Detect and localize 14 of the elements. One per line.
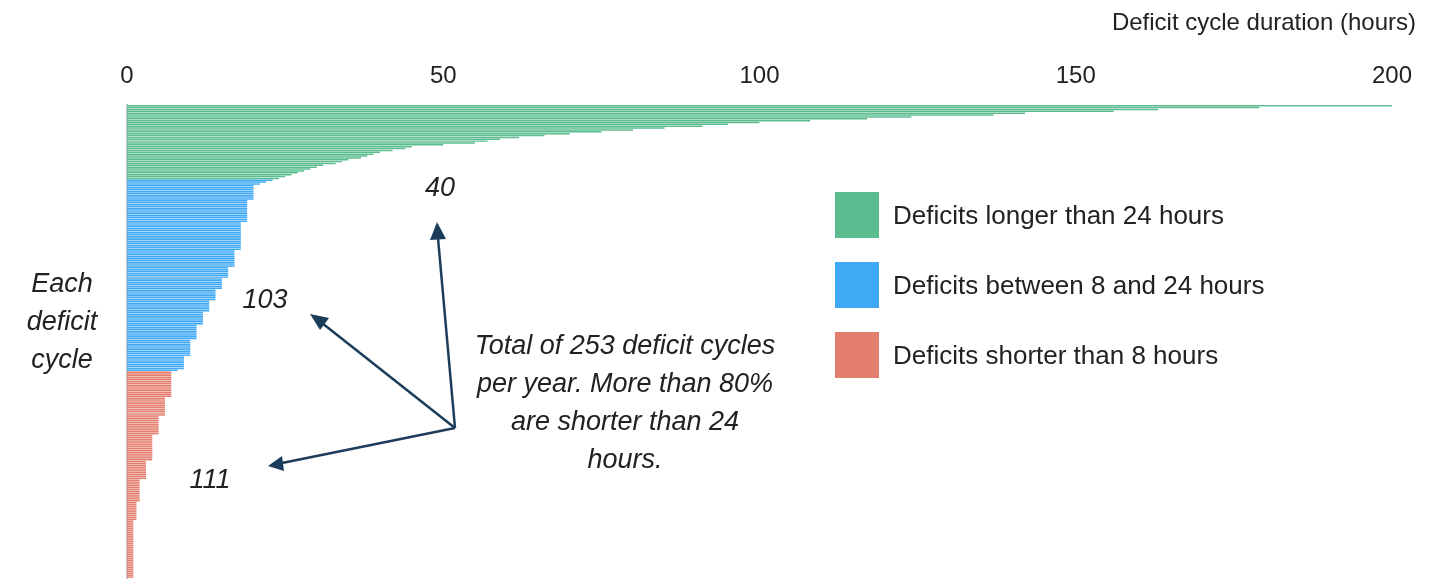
y-axis-title: Each deficit cycle (25, 267, 99, 376)
legend-label: Deficits longer than 24 hours (893, 199, 1224, 231)
annotation: 40 (423, 171, 456, 204)
x-tick-label: 150 (1055, 61, 1096, 89)
x-tick-label: 100 (739, 61, 780, 89)
annotation: 111 (188, 463, 232, 496)
legend-label: Deficits between 8 and 24 hours (893, 269, 1265, 301)
legend-label: Deficits shorter than 8 hours (893, 339, 1219, 371)
annotation: Total of 253 deficit cycles per year. More than 80% are shorter than 24 hours. (473, 329, 777, 476)
x-tick-label: 200 (1371, 61, 1413, 89)
x-tick-label: 0 (120, 61, 134, 89)
x-tick-label: 50 (429, 61, 457, 89)
x-axis-title: Deficit cycle duration (hours) (1111, 8, 1416, 36)
annotation: 103 (241, 283, 289, 316)
